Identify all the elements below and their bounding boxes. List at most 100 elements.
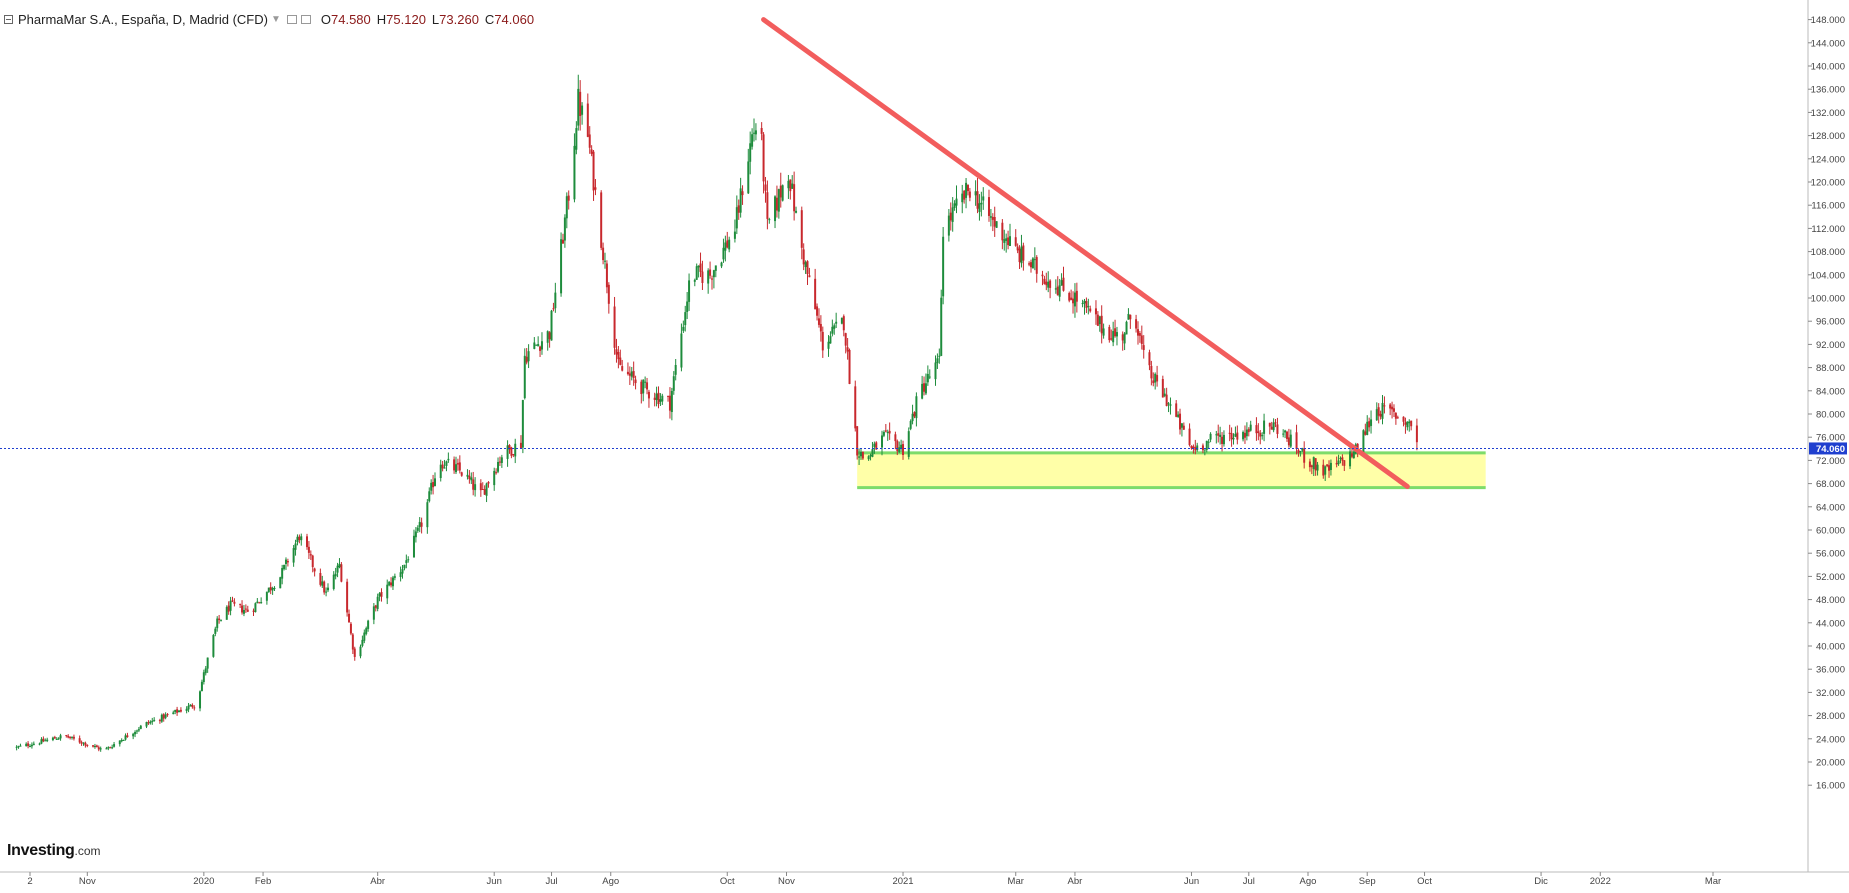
candle-body [162,714,165,719]
candle-body [1326,464,1329,467]
x-tick-label: Oct [1417,876,1432,887]
y-tick-label: 148.000 [1811,15,1845,26]
candle-body [1249,424,1252,431]
candle-body [604,260,607,262]
trendline [761,17,1410,489]
collapse-icon[interactable] [4,14,13,24]
candle-body [619,357,622,365]
candle-body [374,605,377,608]
candle-body [1033,259,1036,261]
candle-body [804,262,807,268]
candle-body [187,705,190,710]
settings-icon[interactable] [286,14,297,24]
candle-body [166,714,169,716]
candle-body [1043,278,1046,284]
candle-body [147,722,150,724]
candle-body [97,747,100,750]
candle-body [298,536,301,541]
candle-body [552,308,555,310]
candle-body [1274,422,1277,424]
y-tick-label: 144.000 [1811,38,1845,49]
candle-body [27,743,30,747]
candle-body [30,744,33,747]
candle-body [500,457,503,463]
candle-body [118,740,121,745]
candle-body [1222,434,1225,445]
candle-body [321,581,324,586]
candle-body [840,317,843,324]
candle-body [1127,313,1130,320]
candle-body [563,217,566,241]
candle-body [628,373,631,376]
chevron-down-icon[interactable]: ▼ [270,13,281,25]
candle-body [775,197,778,211]
candle-body [199,691,202,709]
candle-body [1058,285,1061,297]
candle-body [145,722,148,727]
candle-body [605,263,608,288]
candle-body [924,383,927,394]
candle-body [1150,365,1153,379]
y-tick-label: 100.000 [1811,294,1845,305]
candle-body [525,356,528,363]
candle-body [1041,274,1044,277]
candle-body [1383,405,1386,407]
candle-body [158,720,161,722]
candle-body [1343,460,1346,466]
candle-body [445,461,448,466]
candle-body [817,318,820,325]
candle-body [1188,428,1191,446]
hide-icon[interactable] [300,14,311,24]
candle-body [1394,413,1397,419]
candle-body [987,197,990,216]
chart-header: PharmaMar S.A., España, D, Madrid (CFD) … [0,8,534,30]
candle-body [661,395,664,402]
candle-body [311,555,314,568]
x-tick-label: Nov [79,876,96,887]
candle-body [793,184,796,212]
candle-body [630,371,633,377]
instrument-title: PharmaMar S.A., España, D, Madrid (CFD) [18,11,268,27]
candle-body [294,543,297,550]
x-tick-label: Ago [1300,876,1317,887]
candle-body [632,371,635,378]
y-tick-label: 92.000 [1816,340,1845,351]
y-tick-label: 116.000 [1811,201,1845,212]
candle-body [884,430,887,432]
candle-body [1085,301,1088,308]
ohlc-low: L73.260 [431,11,479,27]
candle-body [135,730,138,732]
candle-body [781,185,784,201]
candle-body [1410,420,1413,427]
candle-body [273,587,276,589]
candle-body [577,88,580,126]
y-tick-label: 124.000 [1811,154,1845,165]
candle-body [1175,403,1178,417]
candle-body [966,184,969,192]
candle-body [859,451,862,457]
candle-body [936,358,939,364]
y-tick-label: 84.000 [1816,386,1845,397]
candle-body [749,143,752,162]
candle-body [886,432,889,434]
candle-body [657,392,660,405]
x-tick-label: Oct [720,876,735,887]
candle-body [1303,448,1306,463]
candle-body [1180,423,1183,428]
candle-body [493,470,496,486]
candle-body [510,447,513,456]
candle-body [487,481,490,484]
candle-body [178,710,181,713]
candle-body [1014,237,1017,246]
candle-body [334,573,337,577]
candle-body [1100,315,1103,334]
candle-body [659,399,662,402]
candle-body [1056,286,1059,296]
candle-body [1083,300,1086,304]
candle-body [1035,257,1038,274]
candle-body [458,462,461,471]
candle-body [349,623,352,634]
candle-body [1110,338,1113,340]
candle-body [831,326,834,334]
